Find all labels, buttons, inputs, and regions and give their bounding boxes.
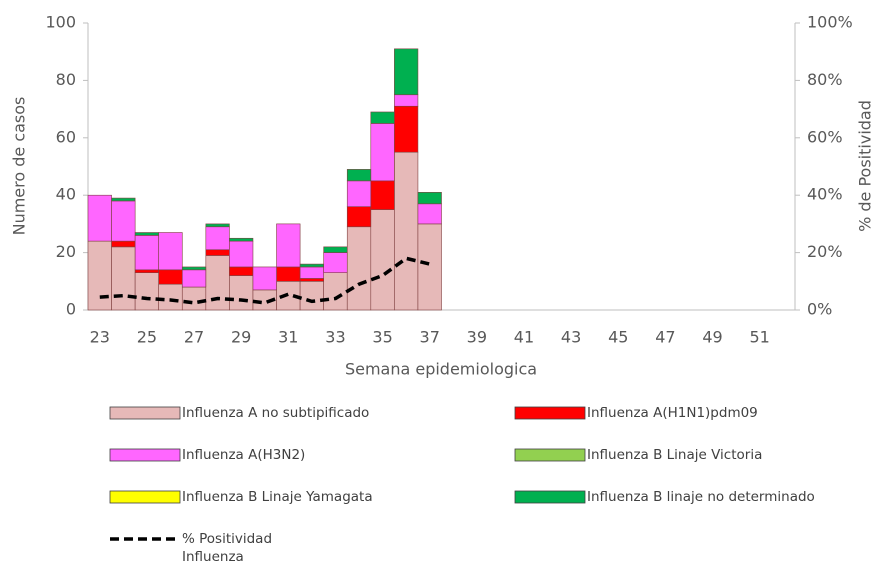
bar-segment	[205, 249, 230, 256]
bar-segment	[229, 240, 254, 268]
x-tick-label: 49	[702, 328, 722, 347]
bar-segment	[111, 246, 136, 311]
x-tick-label: 39	[467, 328, 487, 347]
bar-segment	[346, 206, 372, 228]
y-tick-label: 40	[56, 185, 76, 204]
bar-segment	[299, 266, 324, 279]
bar-segment	[134, 232, 159, 236]
x-tick-label: 31	[278, 328, 298, 347]
x-tick-label: 25	[137, 328, 157, 347]
bar-segment	[323, 272, 348, 311]
bar-segment	[252, 266, 277, 291]
legend-swatch	[109, 490, 181, 504]
y2-tick-label: 0%	[807, 300, 832, 319]
bar-segment	[205, 226, 230, 251]
bar-segment	[370, 209, 395, 311]
bar-segment	[205, 255, 230, 311]
bar-segment	[299, 278, 324, 282]
y-tick-label: 80	[56, 70, 76, 89]
bar-segment	[229, 237, 254, 242]
bar-segment	[111, 200, 136, 242]
line-series	[99, 256, 431, 305]
x-tick-label: 45	[608, 328, 628, 347]
legend-label: % Positividad Influenza	[182, 531, 273, 565]
x-tick-label: 47	[655, 328, 675, 347]
bar-segment	[394, 105, 419, 153]
bar-segment	[346, 180, 372, 207]
bar-segment	[299, 263, 324, 268]
bar-segment	[299, 280, 324, 311]
bar-segment	[181, 286, 207, 311]
bar-segment	[276, 266, 301, 282]
y-tick-label: 0	[66, 300, 76, 319]
bar-segment	[158, 269, 183, 285]
bar-segment	[323, 246, 348, 253]
y-axis-title: Numero de casos	[10, 97, 29, 236]
bar-segment	[346, 169, 372, 182]
bar-segment	[205, 223, 230, 228]
legend-swatch	[109, 406, 181, 420]
y-tick-label: 100	[45, 13, 76, 32]
legend-swatch	[109, 448, 181, 462]
legend-swatch	[514, 406, 586, 420]
x-tick-label: 43	[561, 328, 581, 347]
bar-segment	[111, 240, 136, 248]
y2-tick-label: 40%	[807, 185, 843, 204]
y-tick-label: 20	[56, 242, 76, 261]
y-tick-label: 60	[56, 127, 76, 146]
bar-segment	[370, 123, 395, 182]
legend-label: Influenza A(H1N1)pdm09	[587, 405, 758, 421]
bar-segment	[394, 151, 419, 311]
bar-segment	[158, 232, 183, 271]
x-tick-label: 41	[514, 328, 534, 347]
bar-segment	[417, 192, 442, 205]
bar-segment	[181, 269, 207, 288]
bar-segment	[158, 283, 183, 311]
legend-label: Influenza B Linaje Yamagata	[182, 489, 373, 505]
legend-swatch	[514, 448, 586, 462]
bar-segment	[87, 240, 112, 311]
x-axis-title: Semana epidemiologica	[345, 360, 537, 379]
x-tick-label: 29	[231, 328, 251, 347]
legend-label: Influenza B linaje no determinado	[587, 489, 815, 505]
legend-label: Influenza A no subtipificado	[182, 405, 370, 421]
bar-segment	[134, 272, 159, 311]
bar-segment	[111, 197, 136, 202]
bar-segment	[346, 226, 372, 311]
bar-segment	[370, 180, 395, 210]
y2-tick-label: 20%	[807, 242, 843, 261]
y2-tick-label: 60%	[807, 127, 843, 146]
bar-segment	[394, 48, 419, 96]
x-tick-label: 33	[325, 328, 345, 347]
legend-swatch	[514, 490, 586, 504]
y2-axis-title: % de Positividad	[856, 100, 875, 232]
bar-segment	[87, 194, 112, 242]
bar-segment	[229, 266, 254, 276]
bar-segment	[323, 252, 348, 273]
bar-segment	[134, 269, 159, 273]
bar-segment	[394, 94, 419, 107]
bar-segment	[417, 203, 442, 225]
x-tick-label: 35	[372, 328, 392, 347]
legend-label: Influenza B Linaje Victoria	[587, 447, 763, 463]
x-tick-label: 27	[184, 328, 204, 347]
bar-segment	[134, 235, 159, 271]
x-tick-label: 23	[90, 328, 110, 347]
bar-segment	[370, 111, 395, 124]
legend-label: Influenza A(H3N2)	[182, 447, 306, 463]
bar-segment	[229, 275, 254, 311]
bar-segment	[181, 266, 207, 271]
x-tick-label: 37	[420, 328, 440, 347]
bar-segment	[417, 223, 442, 311]
bar-segment	[276, 223, 301, 268]
x-tick-label: 51	[749, 328, 769, 347]
y2-tick-label: 100%	[807, 13, 853, 32]
y2-tick-label: 80%	[807, 70, 843, 89]
